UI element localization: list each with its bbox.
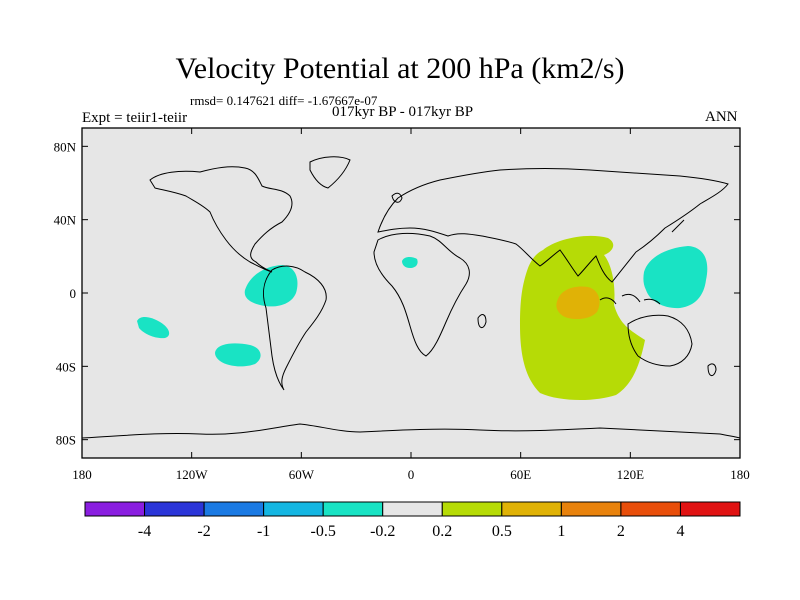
colorbar-label: -1 xyxy=(257,523,270,540)
region-east-pacific-negative-2 xyxy=(215,343,261,367)
region-central-america-negative xyxy=(244,265,298,307)
region-west-pacific-negative xyxy=(643,246,708,309)
coastline-africa xyxy=(373,232,470,357)
lat-tick-label: 0 xyxy=(70,286,77,301)
coastlines xyxy=(81,156,741,439)
colorbar-label: 1 xyxy=(557,523,565,540)
coastline-madagascar xyxy=(477,314,487,328)
season-label: ANN xyxy=(705,109,738,125)
coastline-uk xyxy=(391,192,403,203)
colorbar-label: -0.2 xyxy=(370,523,395,540)
lat-tick-label: 80N xyxy=(54,139,77,154)
map-title: Velocity Potential at 200 hPa (km2/s) xyxy=(175,52,625,85)
colorbar-swatch xyxy=(620,501,681,517)
colorbar-swatch xyxy=(501,501,562,517)
lat-tick-label: 40N xyxy=(54,213,77,228)
colorbar: -4 -2 -1 -0.5 -0.2 0.2 0.5 1 2 4 xyxy=(84,501,741,540)
coastline-north-america xyxy=(149,166,293,273)
region-west-africa-negative xyxy=(402,256,418,268)
coastline-new-zealand xyxy=(707,363,717,376)
lat-axis: 80N 40N 0 40S 80S xyxy=(54,139,740,448)
colorbar-swatch xyxy=(382,501,443,517)
colorbar-swatch xyxy=(322,501,384,517)
colorbar-label: -0.5 xyxy=(311,523,336,540)
colorbar-swatch xyxy=(560,501,622,517)
contour-fills xyxy=(137,235,708,401)
lon-axis: 180 120W 60W 0 60E 120E 180 xyxy=(72,128,750,482)
stats-line: rmsd= 0.147621 diff= -1.67667e-07 xyxy=(190,93,378,108)
colorbar-swatch xyxy=(679,501,741,517)
coastline-japan xyxy=(671,219,685,233)
lon-tick-label: 180 xyxy=(72,467,92,482)
lon-tick-label: 120W xyxy=(176,467,209,482)
lat-tick-label: 40S xyxy=(56,359,76,374)
colorbar-label: 0.2 xyxy=(432,523,452,540)
coastline-greenland xyxy=(309,156,351,189)
map-panel: 80N 40N 0 40S 80S 180 120W 60W 0 60E 120E 180 xyxy=(54,127,750,482)
lon-tick-label: 60E xyxy=(510,467,531,482)
coastline-indonesia xyxy=(599,293,661,305)
colorbar-swatch xyxy=(441,501,503,517)
region-indian-ocean-core xyxy=(556,286,600,320)
lon-tick-label: 120E xyxy=(617,467,645,482)
map-background xyxy=(82,128,740,458)
colorbar-swatch xyxy=(84,501,146,517)
colorbar-swatch xyxy=(203,501,265,517)
coastline-south-america xyxy=(263,265,327,391)
lon-tick-label: 60W xyxy=(289,467,315,482)
colorbar-swatch xyxy=(144,501,205,517)
coastline-antarctica xyxy=(81,423,741,439)
colorbar-label: 2 xyxy=(617,523,625,540)
colorbar-label: -4 xyxy=(138,523,151,540)
colorbar-label: 0.5 xyxy=(492,523,512,540)
coastline-eurasia xyxy=(377,168,729,283)
coastline-australia xyxy=(627,314,693,367)
lon-tick-label: 180 xyxy=(730,467,750,482)
period-label: 017kyr BP - 017kyr BP xyxy=(332,104,474,120)
lat-tick-label: 80S xyxy=(56,433,76,448)
region-east-pacific-negative-1 xyxy=(137,316,170,339)
colorbar-swatch xyxy=(263,501,324,517)
colorbar-label: 4 xyxy=(676,523,684,540)
colorbar-label: -2 xyxy=(197,523,210,540)
lon-tick-label: 0 xyxy=(408,467,415,482)
experiment-label: Expt = teiir1-teiir xyxy=(82,110,188,126)
